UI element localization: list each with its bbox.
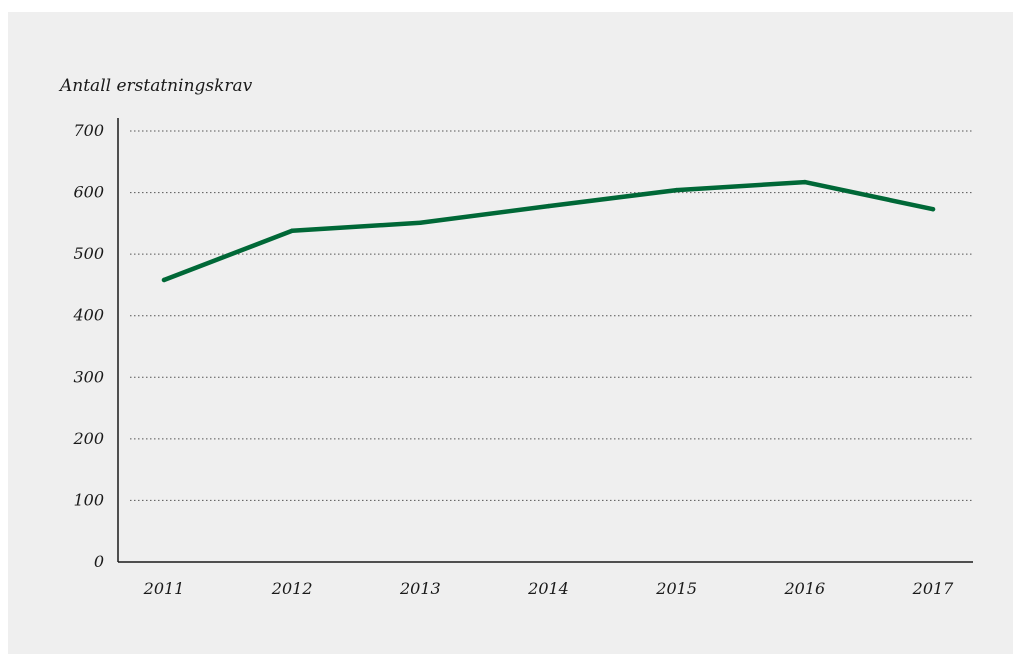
chart-panel <box>8 12 1013 654</box>
data-point <box>674 187 679 193</box>
y-tick-label: 500 <box>73 244 104 263</box>
x-tick-label: 2016 <box>783 579 825 598</box>
y-tick-label: 400 <box>72 306 104 325</box>
data-point <box>289 228 295 233</box>
axes <box>117 118 973 563</box>
y-tick-label: 0 <box>94 552 104 571</box>
series <box>161 179 936 283</box>
data-point <box>161 277 167 283</box>
x-tick-label: 2015 <box>655 579 697 598</box>
x-tick-labels: 2011 2012 2013 2014 2015 2016 2017 <box>143 579 955 598</box>
y-axis-title: Antall erstatningskrav <box>60 76 253 96</box>
y-tick-label: 100 <box>73 490 104 509</box>
data-point <box>802 179 808 185</box>
x-tick-label: 2014 <box>527 579 569 598</box>
gridlines <box>130 130 973 501</box>
y-tick-labels: 0 100 200 300 400 500 600 700 <box>72 121 104 571</box>
x-tick-label: 2017 <box>912 579 955 598</box>
series-line <box>161 179 936 283</box>
y-tick-label: 200 <box>72 429 104 448</box>
x-tick-label: 2013 <box>399 579 441 598</box>
x-tick-label: 2011 <box>143 579 185 598</box>
x-tick-label: 2012 <box>271 579 313 598</box>
data-point <box>546 203 551 209</box>
y-tick-label: 600 <box>73 183 104 202</box>
data-point <box>418 220 423 225</box>
data-point <box>930 206 936 212</box>
y-tick-label: 300 <box>73 367 104 386</box>
y-tick-label: 700 <box>73 121 104 140</box>
